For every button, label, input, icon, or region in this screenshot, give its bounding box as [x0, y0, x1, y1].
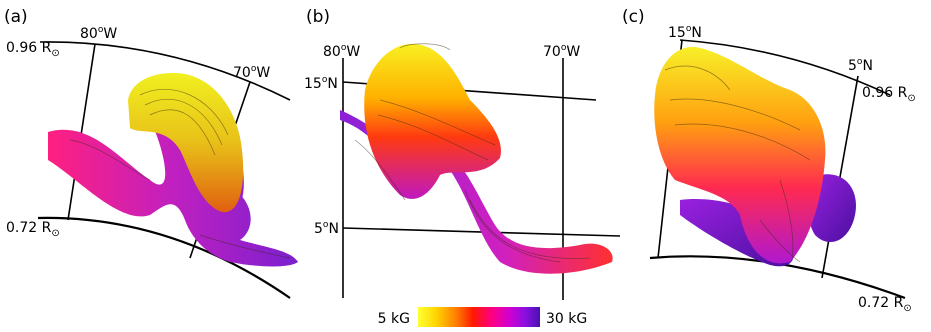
- panel-b-lat-top-label: 15oN: [304, 75, 338, 92]
- colorbar-max-label: 30 kG: [546, 311, 587, 327]
- panel-a-radius-bottom-label: 0.72 R⊙: [6, 220, 60, 239]
- colorbar-min-label: 5 kG: [378, 311, 410, 327]
- panel-b-lon-left-label: 80oW: [323, 43, 360, 60]
- panel-b-tube-fieldlines: [354, 43, 591, 263]
- panel-a-letter: (a): [4, 7, 28, 27]
- panel-b-flux-tube: [340, 43, 613, 274]
- panel-b: (b) 80oW 70oW 15oN 5oN: [304, 7, 621, 300]
- panel-a-outer-radius-arc: [39, 41, 291, 101]
- panel-a-tube-top: [128, 73, 244, 213]
- panel-b-letter: (b): [306, 7, 330, 27]
- panel-a-radius-top-label: 0.96 R⊙: [6, 40, 60, 59]
- panel-c: (c) 15oN 5oN 0.96 R⊙ 0.72 R⊙: [622, 7, 916, 314]
- panel-b-lon-right-label: 70oW: [543, 43, 580, 60]
- panel-c-outer-radius-arc: [679, 39, 891, 96]
- panel-c-letter: (c): [622, 7, 645, 27]
- panel-c-flux-tube: [654, 46, 856, 267]
- panel-c-tube-fieldlines: [664, 65, 811, 263]
- colorbar-gradient: [418, 307, 540, 327]
- panel-c-lat-left-label: 15oN: [668, 24, 702, 41]
- panel-a-lon-right-label: 70oW: [233, 64, 270, 81]
- panel-c-radius-bottom-label: 0.72 R⊙: [858, 295, 912, 314]
- panel-b-tube-upper: [364, 43, 501, 199]
- panel-a-tube-fieldlines: [69, 88, 291, 259]
- colorbar: 5 kG 30 kG: [378, 307, 587, 327]
- panel-a-flux-tube: [48, 73, 298, 267]
- panel-a-lon-left-label: 80oW: [80, 25, 117, 42]
- panel-a: (a) 80oW 70oW 0.96 R⊙ 0.72 R⊙: [4, 7, 298, 299]
- panel-c-tube-main: [654, 46, 826, 264]
- panel-c-radius-top-label: 0.96 R⊙: [862, 85, 916, 104]
- panel-a-inner-radius-arc: [37, 216, 291, 299]
- panel-b-lat-bottom-label: 5oN: [314, 220, 339, 237]
- panel-b-tube-lower: [340, 110, 613, 274]
- panel-a-meridian-80w: [67, 43, 96, 221]
- panel-c-lat-right-label: 5oN: [848, 57, 873, 74]
- panel-a-tube-body: [48, 74, 298, 267]
